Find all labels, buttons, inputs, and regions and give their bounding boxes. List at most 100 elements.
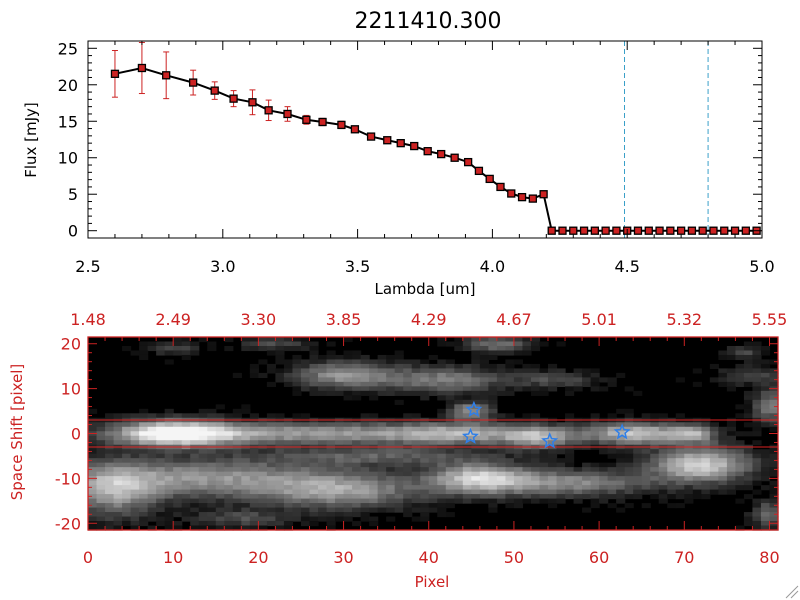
image-pixel	[556, 449, 566, 455]
image-pixel	[343, 489, 353, 495]
image-pixel	[88, 489, 98, 495]
image-pixel	[633, 489, 643, 495]
y-tick-label: 10	[58, 149, 78, 168]
image-pixel	[641, 476, 651, 482]
image-pixel	[743, 350, 754, 356]
image-pixel	[573, 422, 583, 428]
image-pixel	[488, 467, 498, 473]
image-pixel	[420, 426, 430, 432]
image-pixel	[752, 498, 762, 504]
image-pixel	[275, 341, 285, 347]
image-pixel	[420, 449, 430, 455]
image-pixel	[522, 458, 532, 464]
image-pixel	[181, 507, 191, 513]
image-pixel	[650, 413, 660, 419]
image-pixel	[590, 498, 600, 504]
image-pixel	[505, 467, 515, 473]
image-pixel	[292, 386, 302, 392]
image-pixel	[616, 422, 626, 428]
image-pixel	[445, 386, 455, 392]
image-pixel	[207, 431, 217, 437]
image-pixel	[769, 462, 779, 468]
image-pixel	[437, 359, 447, 365]
image-pixel	[300, 453, 311, 459]
image-pixel	[88, 516, 98, 522]
image-pixel	[633, 422, 643, 428]
image-pixel	[326, 507, 336, 513]
image-pixel	[548, 368, 558, 374]
image-pixel	[403, 467, 413, 473]
image-pixel	[352, 449, 362, 455]
image-pixel	[258, 498, 268, 504]
image-pixel	[292, 413, 302, 419]
image-pixel	[360, 467, 370, 473]
image-pixel	[181, 453, 191, 459]
image-pixel	[198, 471, 208, 477]
image-pixel	[343, 354, 353, 361]
image-pixel	[530, 368, 541, 374]
image-pixel	[215, 507, 225, 513]
x-tick-label: 4.0	[480, 257, 505, 276]
image-pixel	[343, 485, 353, 491]
image-pixel	[445, 489, 455, 495]
image-pixel	[760, 377, 771, 383]
image-pixel	[377, 494, 387, 500]
image-pixel	[437, 422, 447, 428]
image-pixel	[335, 435, 345, 441]
image-pixel	[462, 337, 472, 343]
image-pixel	[454, 341, 464, 347]
image-pixel	[565, 413, 575, 419]
image-pixel	[411, 377, 421, 383]
image-pixel	[300, 449, 311, 455]
image-pixel	[386, 435, 396, 441]
image-pixel	[590, 381, 600, 387]
resize-grip-icon[interactable]	[785, 585, 799, 599]
image-pixel	[105, 449, 115, 455]
image-pixel	[428, 507, 438, 513]
image-pixel	[454, 431, 464, 437]
image-pixel	[386, 381, 396, 387]
top-wavelength-label: 1.48	[70, 310, 106, 329]
image-pixel	[709, 363, 719, 370]
image-pixel	[96, 512, 106, 518]
image-pixel	[198, 431, 208, 437]
image-pixel	[113, 485, 123, 491]
flux-point	[517, 192, 527, 202]
image-pixel	[275, 494, 285, 500]
image-pixel	[530, 440, 541, 446]
image-pixel	[445, 494, 455, 500]
image-pixel	[88, 471, 98, 477]
image-pixel	[113, 476, 123, 482]
image-pixel	[735, 476, 745, 482]
image-pixel	[726, 485, 737, 491]
image-pixel	[471, 377, 481, 383]
image-pixel	[420, 471, 430, 477]
image-pixel	[113, 431, 123, 437]
image-pixel	[411, 426, 421, 432]
image-pixel	[300, 359, 311, 365]
image-pixel	[258, 471, 268, 477]
image-pixel	[513, 350, 524, 356]
image-pixel	[471, 390, 481, 396]
image-pixel	[215, 453, 225, 459]
image-pixel	[283, 521, 294, 527]
image-pixel	[650, 489, 660, 495]
image-pixel	[471, 422, 481, 428]
image-pixel	[462, 489, 472, 495]
image-pixel	[300, 476, 311, 482]
image-pixel	[496, 386, 507, 392]
image-pixel	[599, 485, 609, 491]
image-pixel	[505, 350, 515, 356]
image-pixel	[360, 390, 370, 396]
image-pixel	[454, 485, 464, 491]
image-pixel	[352, 354, 362, 361]
image-pixel	[335, 363, 345, 370]
image-pixel	[96, 453, 106, 459]
image-pixel	[139, 476, 149, 482]
image-pixel	[411, 498, 421, 504]
image-pixel	[369, 516, 379, 522]
image-pixel	[471, 476, 481, 482]
image-pixel	[173, 503, 183, 509]
image-pixel	[318, 372, 328, 378]
image-pixel	[326, 440, 336, 446]
